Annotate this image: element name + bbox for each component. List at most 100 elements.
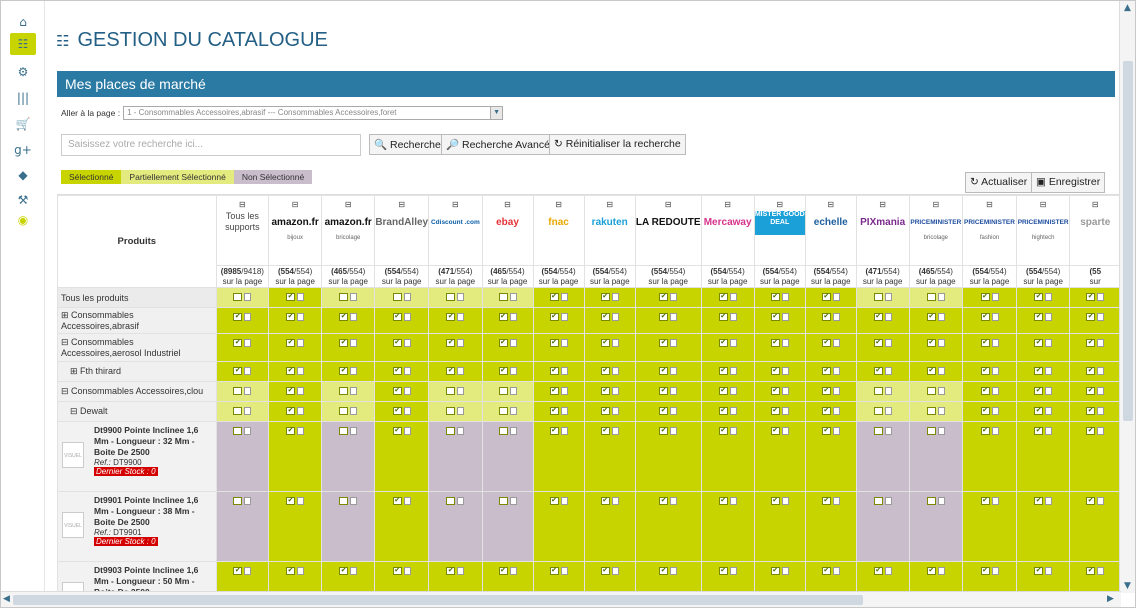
selection-cell[interactable]: ✔ [583,491,636,562]
checkbox[interactable]: ✔ [392,427,402,435]
selection-cell[interactable]: ✔ [532,333,585,362]
selection-cell[interactable]: ✔ [268,401,323,422]
checkbox[interactable]: ✔ [600,367,610,375]
checkbox[interactable]: ✔ [659,567,669,575]
doc-icon[interactable] [297,427,305,435]
doc-icon[interactable] [937,367,945,375]
doc-icon[interactable] [403,497,411,505]
doc-icon[interactable] [457,339,465,347]
doc-icon[interactable] [350,567,358,575]
selection-cell[interactable]: ✔ [962,401,1017,422]
doc-icon[interactable] [611,293,619,301]
doc-icon[interactable] [729,367,737,375]
checkbox[interactable]: ✔ [233,339,243,347]
checkbox[interactable]: ✔ [718,407,728,415]
doc-icon[interactable] [350,313,358,321]
doc-icon[interactable] [884,293,892,301]
checkbox[interactable]: ✔ [600,497,610,505]
selection-cell[interactable]: ✔ [804,287,857,308]
selection-cell[interactable]: ✔ [1069,381,1121,402]
collapse-icon[interactable]: ⊟ [932,200,940,209]
checkbox[interactable]: ✔ [821,497,831,505]
checkbox[interactable]: ✔ [980,367,990,375]
checkbox[interactable]: ✔ [1034,367,1044,375]
doc-icon[interactable] [670,293,678,301]
vertical-scroll-thumb[interactable] [1123,61,1133,421]
selection-cell[interactable] [855,491,910,562]
gear-icon[interactable]: ⚙ [17,65,29,79]
checkbox[interactable] [873,427,883,435]
collapse-icon[interactable]: ⊟ [291,200,299,209]
doc-icon[interactable] [729,497,737,505]
selection-cell[interactable]: ✔ [428,333,483,362]
selection-cell[interactable] [321,401,376,422]
selection-cell[interactable]: ✔ [481,361,534,382]
selection-cell[interactable] [215,491,270,562]
selection-cell[interactable]: ✔ [428,307,483,334]
doc-icon[interactable] [509,567,517,575]
doc-icon[interactable] [729,387,737,395]
doc-icon[interactable] [560,387,568,395]
checkbox[interactable]: ✔ [718,387,728,395]
selection-cell[interactable]: ✔ [634,287,702,308]
selection-cell[interactable]: ✔ [374,491,430,562]
doc-icon[interactable] [991,407,999,415]
checkbox[interactable]: ✔ [659,407,669,415]
selection-cell[interactable] [481,421,534,492]
selection-cell[interactable]: ✔ [268,381,323,402]
doc-icon[interactable] [781,367,789,375]
selection-cell[interactable]: ✔ [1015,361,1071,382]
doc-icon[interactable] [560,313,568,321]
selection-cell[interactable]: ✔ [1069,491,1121,562]
selection-cell[interactable]: ✔ [634,401,702,422]
horizontal-scroll-thumb[interactable] [13,595,863,605]
doc-icon[interactable] [1045,293,1053,301]
doc-icon[interactable] [403,427,411,435]
selection-cell[interactable]: ✔ [908,361,964,382]
selection-cell[interactable]: ✔ [1069,307,1121,334]
doc-icon[interactable] [297,567,305,575]
doc-icon[interactable] [350,367,358,375]
doc-icon[interactable] [350,497,358,505]
doc-icon[interactable] [991,497,999,505]
selection-cell[interactable]: ✔ [804,401,857,422]
doc-icon[interactable] [244,427,252,435]
doc-icon[interactable] [1045,339,1053,347]
selection-cell[interactable]: ✔ [634,381,702,402]
selection-cell[interactable]: ✔ [962,287,1017,308]
checkbox[interactable]: ✔ [1086,367,1096,375]
checkbox[interactable]: ✔ [286,339,296,347]
selection-cell[interactable]: ✔ [1015,333,1071,362]
checkbox[interactable] [392,293,402,301]
selection-cell[interactable]: ✔ [700,561,755,593]
doc-icon[interactable] [670,407,678,415]
checkbox[interactable]: ✔ [600,313,610,321]
checkbox[interactable]: ✔ [1086,339,1096,347]
selection-cell[interactable]: ✔ [583,287,636,308]
checkbox[interactable]: ✔ [821,367,831,375]
google-plus-icon[interactable]: g+ [14,143,32,157]
selection-cell[interactable]: ✔ [1015,561,1071,593]
checkbox[interactable] [498,497,508,505]
checkbox[interactable]: ✔ [233,313,243,321]
selection-cell[interactable]: ✔ [634,561,702,593]
collapse-icon[interactable]: ⊟ [344,200,352,209]
checkbox[interactable]: ✔ [718,313,728,321]
checkbox[interactable]: ✔ [821,407,831,415]
selection-cell[interactable] [321,421,376,492]
checkbox[interactable]: ✔ [821,313,831,321]
checkbox[interactable]: ✔ [980,427,990,435]
selection-cell[interactable]: ✔ [908,333,964,362]
goto-page-select[interactable]: 1 - Consommables Accessoires,abrasif ---… [123,106,504,120]
doc-icon[interactable] [729,407,737,415]
selection-cell[interactable]: ✔ [962,307,1017,334]
doc-icon[interactable] [611,497,619,505]
checkbox[interactable] [873,293,883,301]
selection-cell[interactable]: ✔ [268,307,323,334]
row-label[interactable]: ⊞ Fth thirard [57,361,217,382]
selection-cell[interactable]: ✔ [908,561,964,593]
doc-icon[interactable] [832,339,840,347]
checkbox[interactable] [498,427,508,435]
doc-icon[interactable] [729,293,737,301]
barcode-icon[interactable]: ||| [16,91,30,105]
